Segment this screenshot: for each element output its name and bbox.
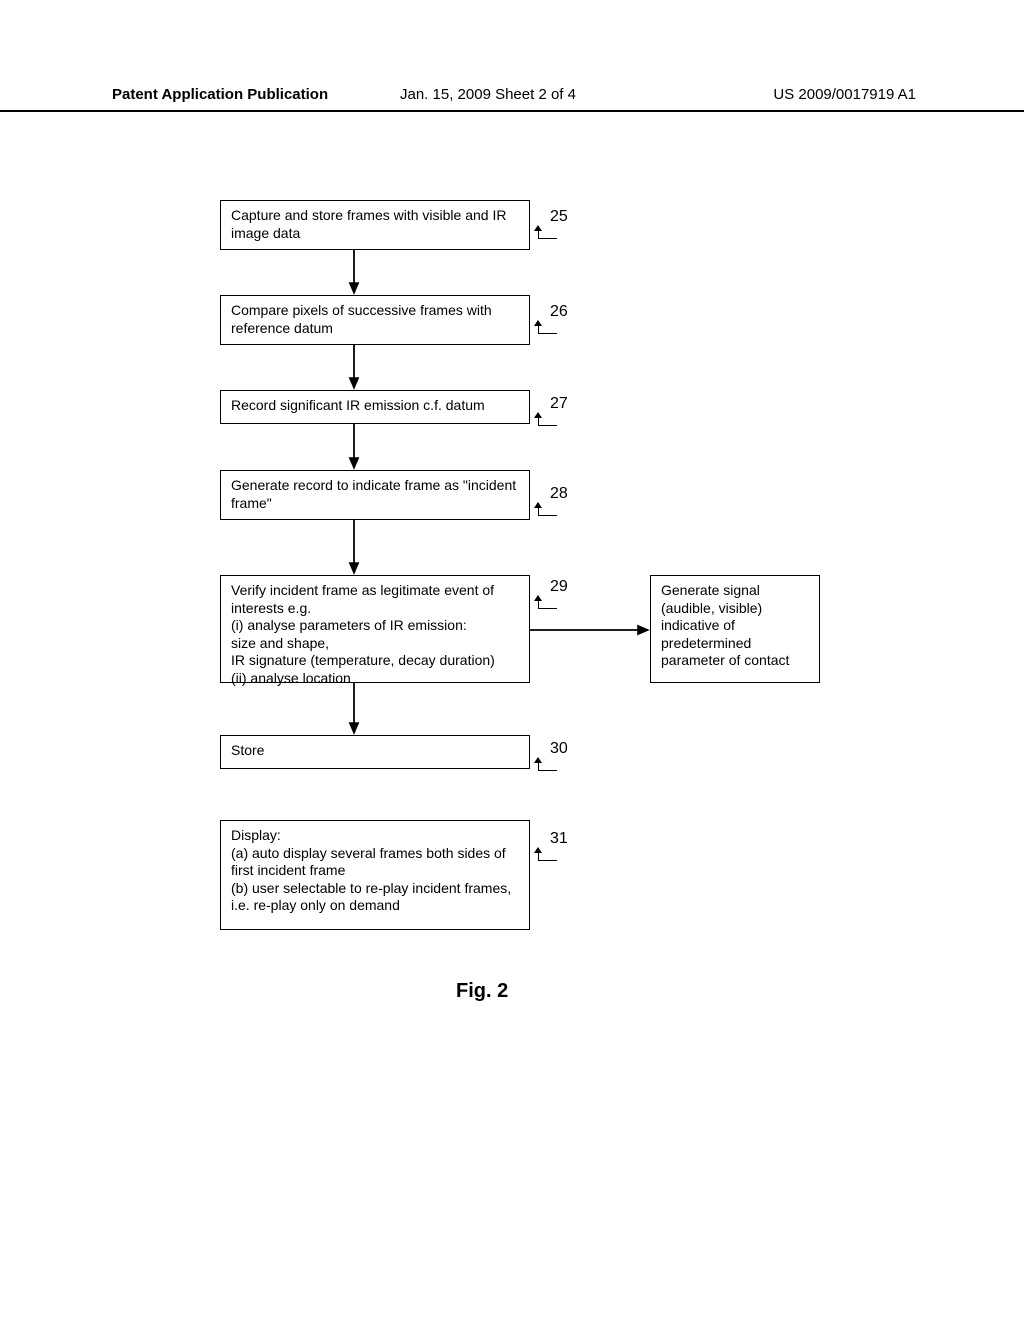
- page-header: Patent Application Publication Jan. 15, …: [0, 86, 1024, 112]
- flow-arrows: [220, 200, 940, 1000]
- header-right: US 2009/0017919 A1: [773, 86, 916, 103]
- header-left: Patent Application Publication: [112, 86, 328, 103]
- figure-label: Fig. 2: [456, 980, 508, 1003]
- header-center: Jan. 15, 2009 Sheet 2 of 4: [400, 86, 576, 103]
